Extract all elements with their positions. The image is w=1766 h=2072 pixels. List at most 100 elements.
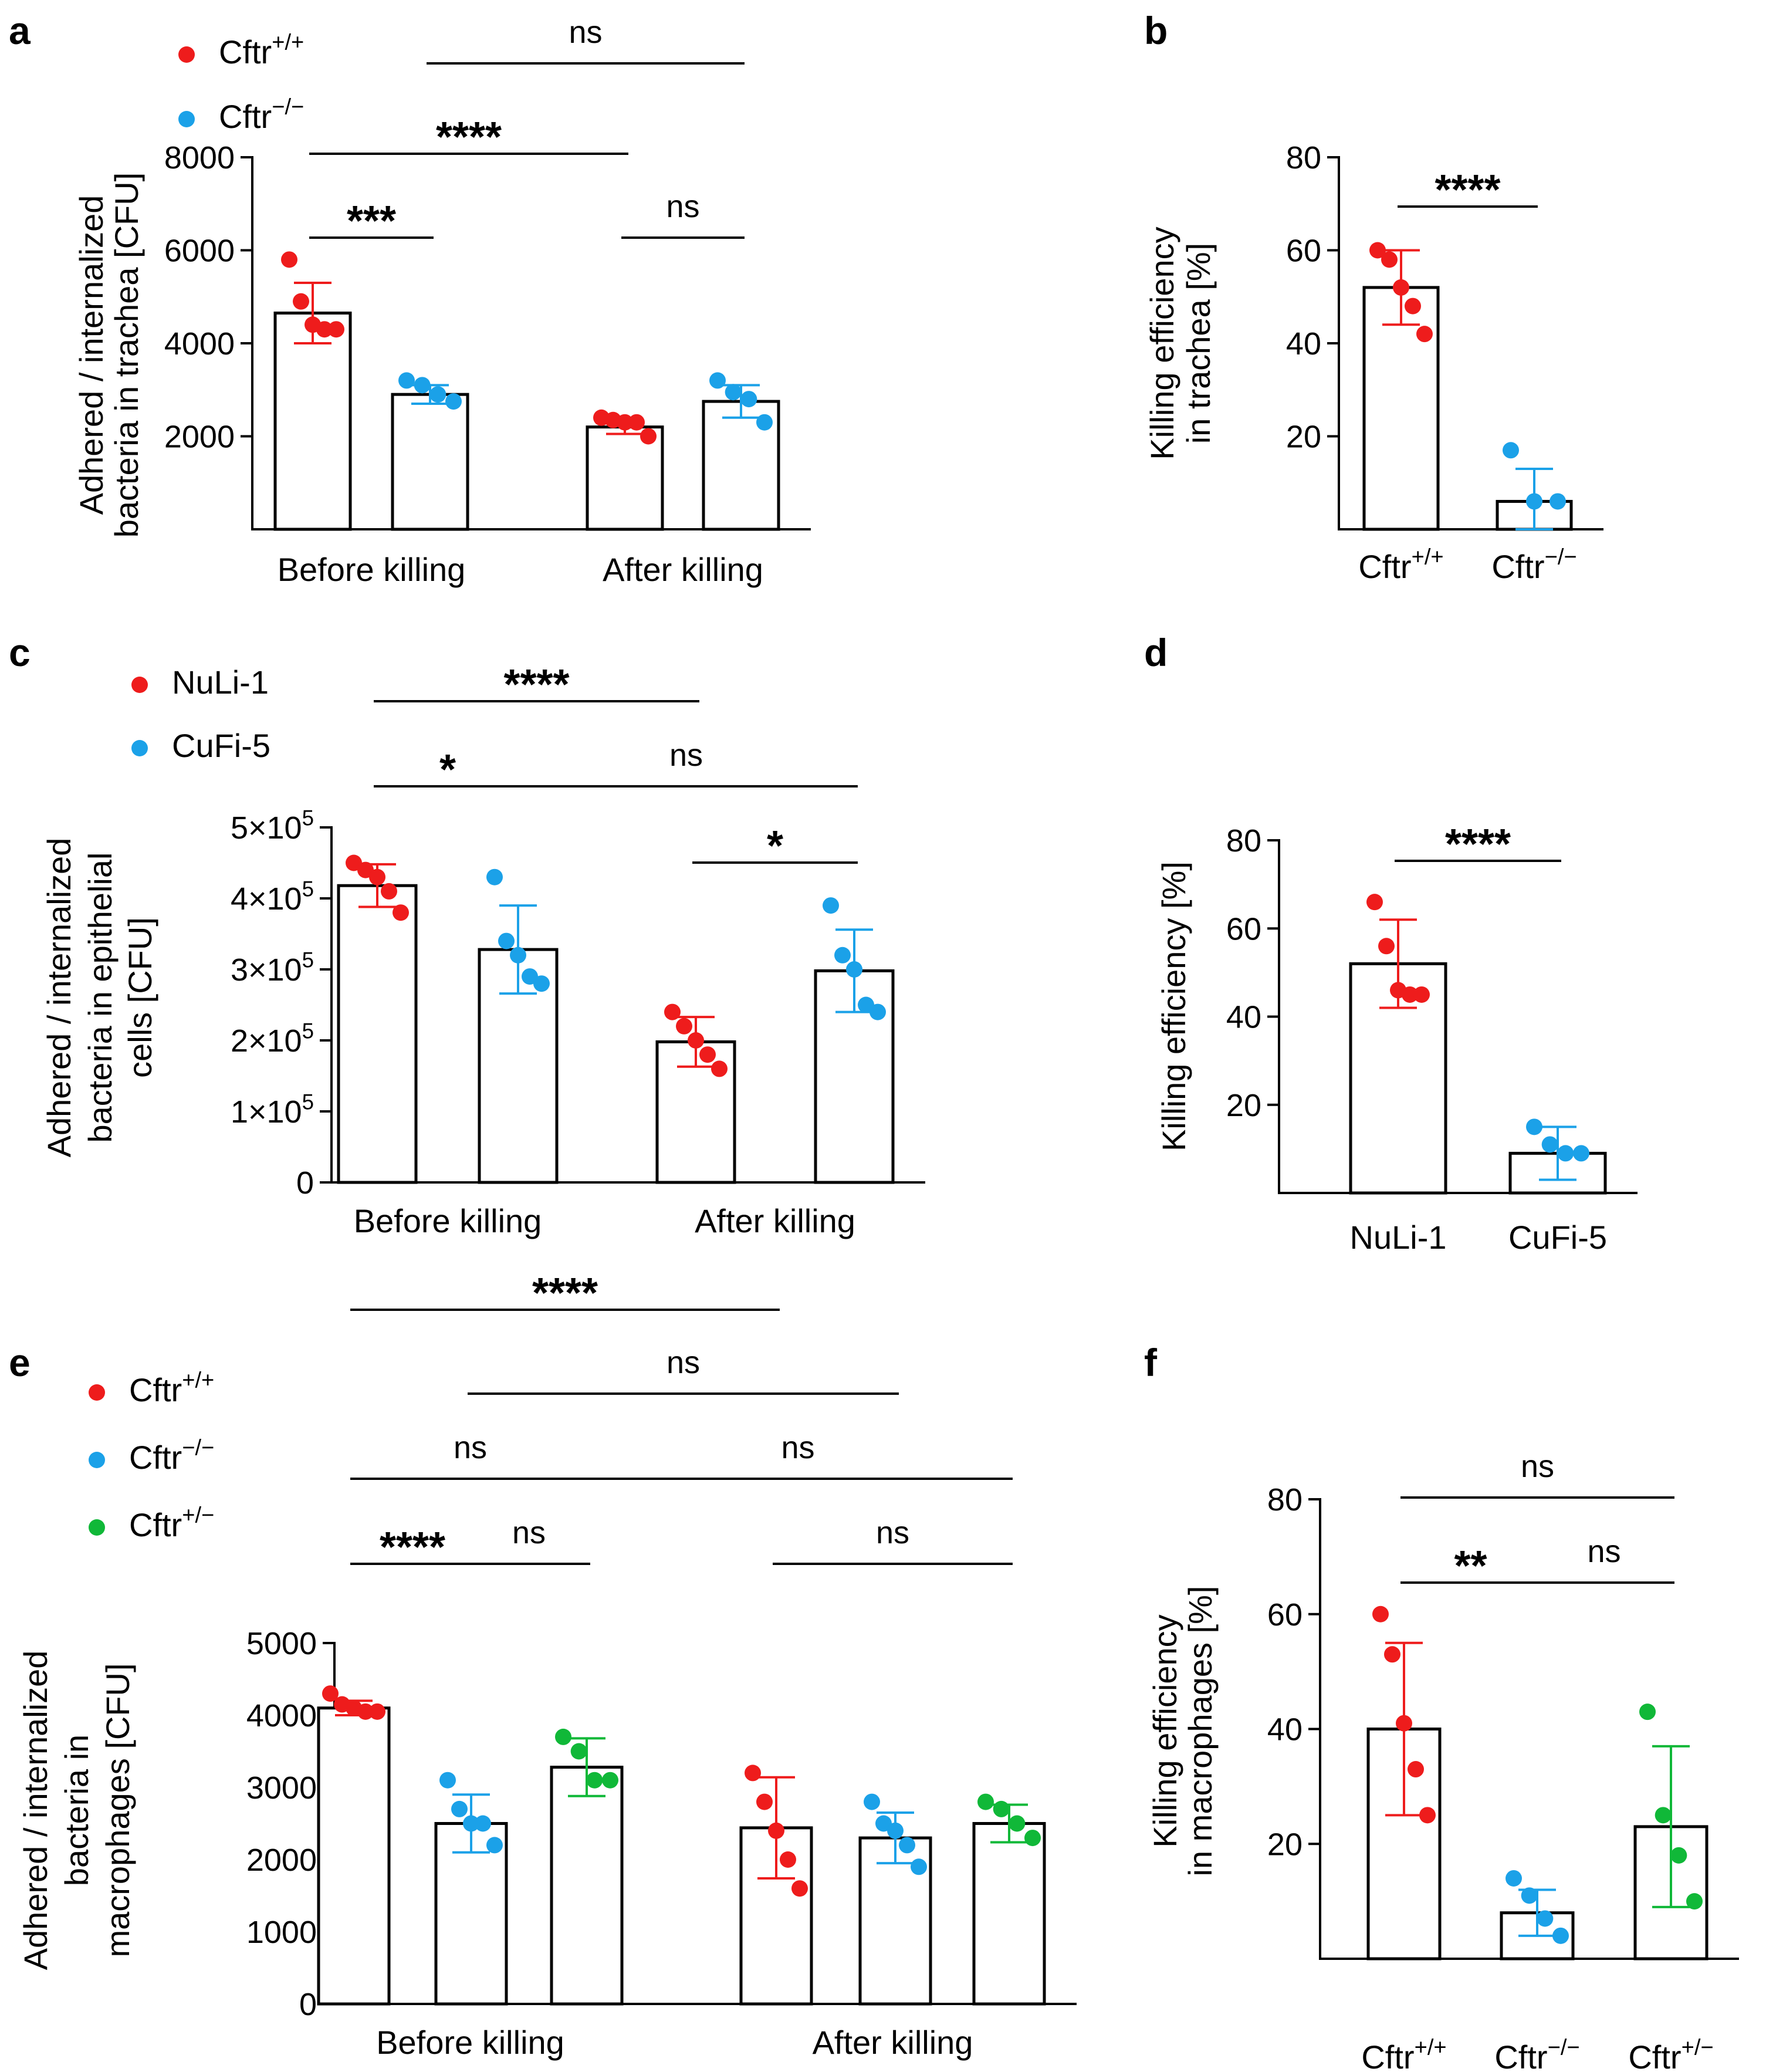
data-point — [688, 1032, 704, 1049]
data-point — [875, 1815, 892, 1832]
data-point — [498, 932, 515, 949]
data-point — [745, 1765, 761, 1782]
significance-label: ns — [1587, 1534, 1620, 1569]
legend-label: Cftr+/+ — [219, 30, 304, 70]
data-point — [756, 1793, 773, 1810]
data-point — [911, 1858, 927, 1875]
y-axis-label: Adhered / internalized — [73, 195, 110, 515]
significance-label: **** — [1445, 821, 1511, 868]
y-tick-label: 0 — [296, 1165, 314, 1201]
data-point — [322, 1685, 339, 1702]
y-tick-label: 3×105 — [231, 948, 314, 988]
data-point — [1541, 1136, 1558, 1153]
significance-label: * — [439, 746, 456, 793]
y-axis-label: Adhered / internalized — [17, 1651, 54, 1970]
y-tick-label: 6000 — [164, 234, 235, 269]
significance-label: ns — [669, 738, 703, 773]
y-tick-label: 2×105 — [231, 1019, 314, 1059]
data-point — [780, 1851, 796, 1868]
data-point — [1413, 986, 1430, 1003]
data-point — [791, 1880, 808, 1897]
data-point — [1639, 1703, 1656, 1721]
data-point — [555, 1728, 571, 1745]
panel-a: 2000 4000 6000 8000 Adhered / internalizedba… — [73, 15, 811, 588]
data-point — [834, 947, 851, 964]
data-point — [1384, 1646, 1400, 1663]
legend-label: CuFi-5 — [172, 727, 270, 764]
legend-label: Cftr+/+ — [129, 1368, 214, 1408]
data-point — [1408, 1761, 1424, 1778]
data-point — [628, 414, 645, 431]
data-point — [870, 1003, 886, 1020]
x-category-label: Cftr+/+ — [1358, 545, 1443, 585]
significance-label: **** — [532, 1270, 598, 1317]
y-axis-label: bacteria in — [58, 1735, 95, 1886]
y-tick-label: 2000 — [164, 420, 235, 455]
data-point — [1372, 1605, 1389, 1623]
y-axis-label: Killing efficiency — [1143, 227, 1180, 459]
significance-label: ** — [1454, 1543, 1487, 1590]
data-point — [293, 293, 309, 310]
y-tick-label: 20 — [1267, 1827, 1302, 1862]
x-category-label: CuFi-5 — [1508, 1219, 1607, 1256]
legend-marker — [131, 677, 148, 693]
significance-label: **** — [503, 661, 569, 708]
data-point — [1686, 1893, 1703, 1910]
bar — [550, 1766, 624, 2006]
data-point — [369, 1703, 385, 1720]
data-point — [1552, 1927, 1569, 1944]
data-point — [846, 961, 862, 978]
data-point — [1405, 298, 1421, 315]
data-point — [1655, 1807, 1672, 1824]
bar — [391, 393, 469, 531]
x-category-label: Cftr−/− — [1494, 2035, 1579, 2072]
y-axis-label: Adhered / internalized — [40, 838, 77, 1158]
panel-letter-a: a — [9, 9, 31, 52]
panel-letter-b: b — [1144, 9, 1168, 52]
y-tick-label: 8000 — [164, 140, 235, 175]
data-point — [381, 883, 397, 900]
y-tick-label: 4×105 — [231, 877, 314, 917]
data-point — [486, 868, 503, 885]
data-point — [617, 414, 633, 431]
y-tick-label: 60 — [1267, 1597, 1302, 1632]
data-point — [570, 1743, 587, 1760]
data-point — [1009, 1815, 1026, 1832]
y-tick-label: 5000 — [246, 1626, 317, 1661]
legend-label: Cftr−/− — [219, 94, 304, 135]
y-tick-label: 4000 — [246, 1698, 317, 1733]
data-point — [725, 384, 742, 401]
x-category-label: After killing — [695, 1202, 855, 1239]
data-point — [899, 1837, 915, 1854]
data-point — [887, 1822, 904, 1839]
data-point — [977, 1793, 994, 1810]
data-point — [768, 1822, 784, 1839]
data-point — [1573, 1145, 1589, 1162]
y-axis-label: bacteria in epithelial — [82, 853, 119, 1143]
y-tick-label: 3000 — [246, 1770, 317, 1806]
data-point — [823, 897, 839, 914]
x-category-label: Before killing — [376, 2024, 564, 2061]
panel-letter-e: e — [9, 1341, 31, 1384]
significance-label: ns — [666, 189, 699, 224]
data-point — [475, 1815, 491, 1832]
data-point — [1366, 894, 1383, 911]
significance-label: *** — [347, 198, 396, 245]
legend-marker — [89, 1452, 105, 1468]
significance-label: ns — [781, 1430, 814, 1465]
panel-letter-c: c — [9, 631, 31, 674]
significance-label: * — [767, 823, 783, 870]
data-point — [640, 428, 657, 445]
data-point — [1526, 493, 1542, 510]
data-point — [1526, 1118, 1542, 1135]
legend-marker — [89, 1519, 105, 1536]
data-point — [486, 1837, 503, 1854]
data-point — [463, 1815, 479, 1832]
bar — [317, 1706, 391, 2006]
y-tick-label: 20 — [1286, 420, 1321, 455]
data-point — [1416, 326, 1433, 343]
panel-c: 0 1×105 2×105 3×105 4×105 5×105 Adhered / inte… — [40, 661, 925, 1239]
legend-marker — [89, 1384, 105, 1401]
